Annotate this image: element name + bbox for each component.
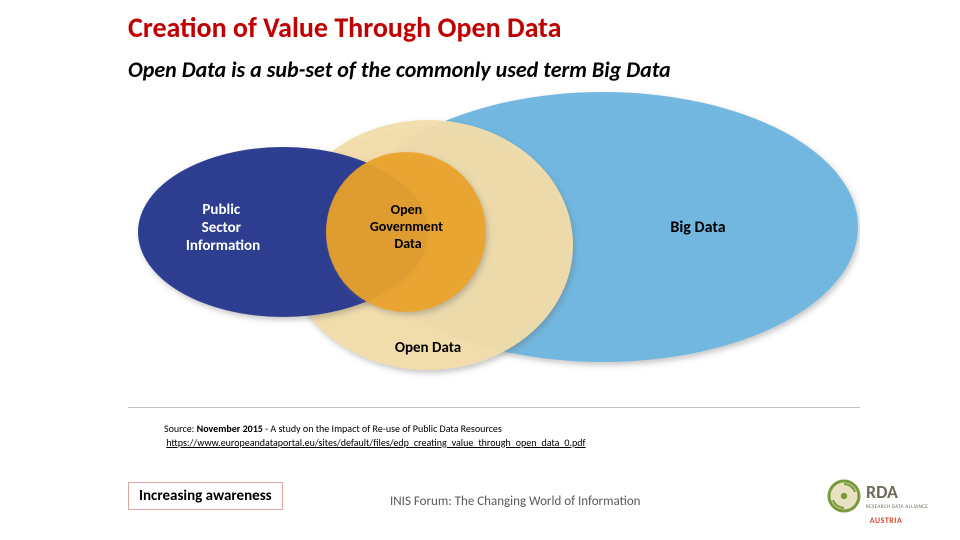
footer-text: INIS Forum: The Changing World of Inform… xyxy=(390,494,641,509)
rda-logo-svg: RDA RESEARCH DATA ALLIANCE xyxy=(826,478,946,514)
label-big-data: Big Data xyxy=(670,218,725,237)
source-prefix: Source: xyxy=(164,422,197,435)
source-date: November 2015 xyxy=(197,422,263,435)
source-link[interactable]: https://www.europeandataportal.eu/sites/… xyxy=(166,436,585,449)
source-citation: Source: November 2015 - A study on the I… xyxy=(164,422,586,449)
rda-logo: RDA RESEARCH DATA ALLIANCE AUSTRIA xyxy=(826,478,946,526)
label-open-data: Open Data xyxy=(395,339,461,357)
logo-austria: AUSTRIA xyxy=(826,516,946,526)
logo-main-text: RDA xyxy=(866,481,898,503)
venn-diagram: Public Sector Information Open Governmen… xyxy=(128,92,860,408)
page-subtitle: Open Data is a sub-set of the commonly u… xyxy=(128,56,671,83)
venn-svg: Public Sector Information Open Governmen… xyxy=(128,92,860,407)
source-desc: - A study on the Impact of Re-use of Pub… xyxy=(263,422,502,435)
awareness-badge: Increasing awareness xyxy=(128,482,283,510)
logo-subtitle: RESEARCH DATA ALLIANCE xyxy=(866,504,928,510)
page-title: Creation of Value Through Open Data xyxy=(128,10,561,45)
